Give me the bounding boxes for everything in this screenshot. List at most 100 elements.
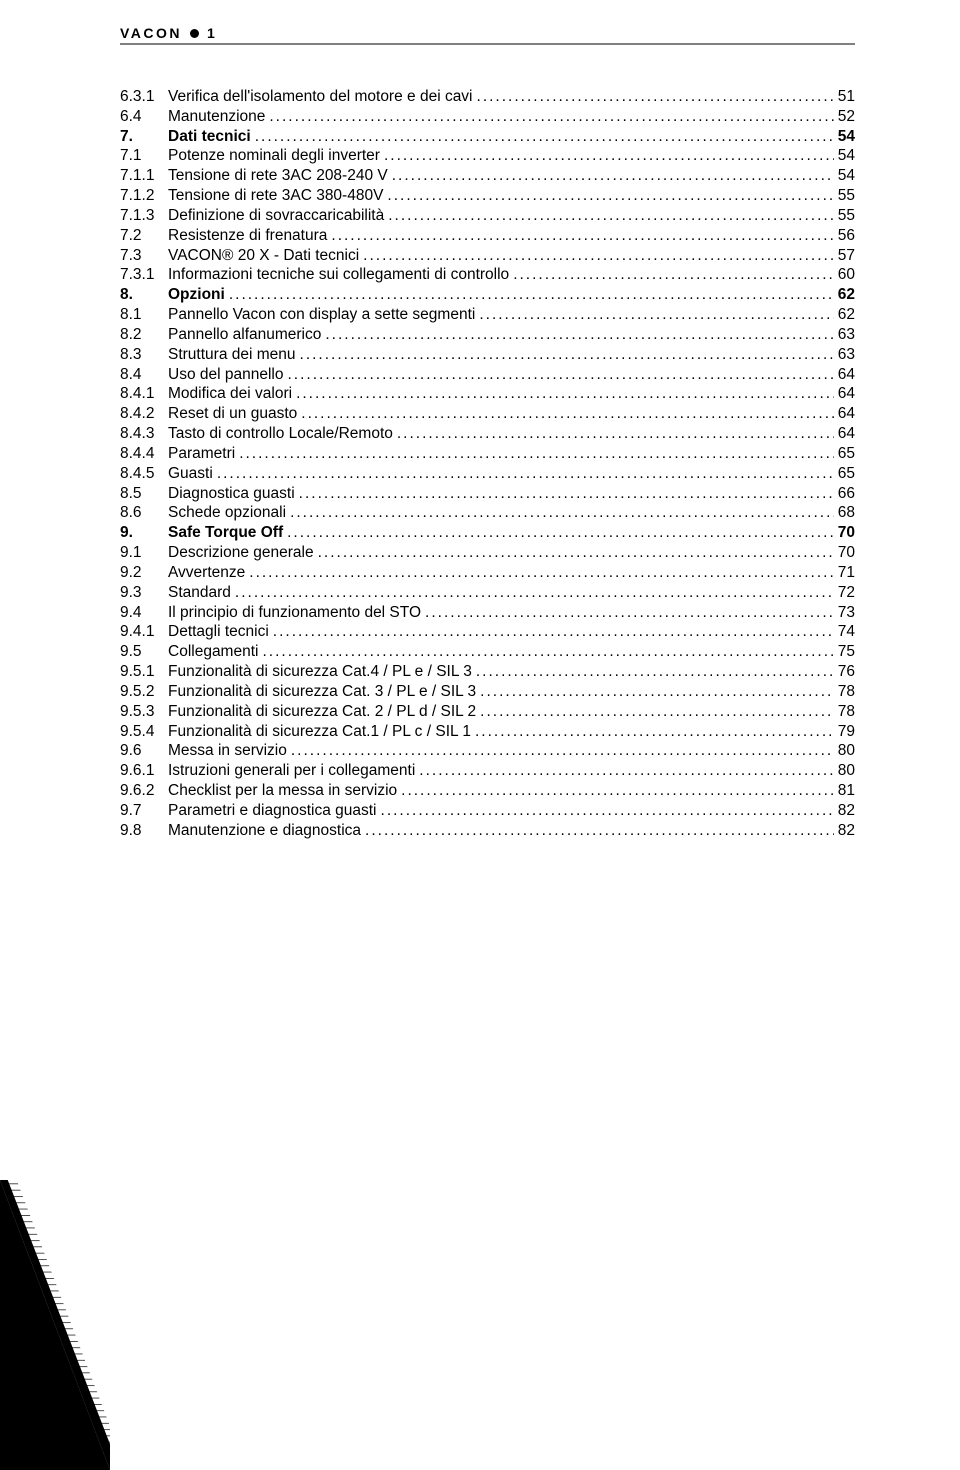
- toc-title: Checklist per la messa in servizio: [168, 781, 397, 801]
- toc-leader-dots: [287, 523, 834, 543]
- toc-number: 7.3: [120, 246, 168, 266]
- toc-page: 80: [838, 741, 855, 761]
- toc-page: 62: [838, 285, 855, 305]
- toc-leader-dots: [262, 642, 833, 662]
- toc-title: Opzioni: [168, 285, 225, 305]
- toc-number: 8.2: [120, 325, 168, 345]
- toc-entry: 9.7Parametri e diagnostica guasti 82: [120, 801, 855, 821]
- toc-page: 66: [838, 484, 855, 504]
- toc-title: Schede opzionali: [168, 503, 286, 523]
- toc-title: Funzionalità di sicurezza Cat.1 / PL c /…: [168, 722, 471, 742]
- toc-number: 9.7: [120, 801, 168, 821]
- toc-leader-dots: [477, 87, 834, 107]
- toc-title: Tensione di rete 3AC 208-240 V: [168, 166, 388, 186]
- toc-entry: 9.5.4Funzionalità di sicurezza Cat.1 / P…: [120, 722, 855, 742]
- toc-title: Parametri: [168, 444, 235, 464]
- toc-entry: 6.4Manutenzione 52: [120, 107, 855, 127]
- toc-leader-dots: [300, 345, 834, 365]
- toc-leader-dots: [397, 424, 834, 444]
- toc-number: 7.: [120, 127, 168, 147]
- toc-leader-dots: [479, 305, 833, 325]
- toc-entry: 7.1.3Definizione di sovraccaricabilità 5…: [120, 206, 855, 226]
- toc-entry: 9.4Il principio di funzionamento del STO…: [120, 603, 855, 623]
- toc-number: 9.5: [120, 642, 168, 662]
- toc-leader-dots: [401, 781, 834, 801]
- toc-entry: 9.1Descrizione generale 70: [120, 543, 855, 563]
- toc-leader-dots: [269, 107, 833, 127]
- toc-page: 82: [838, 821, 855, 841]
- toc-title: Funzionalità di sicurezza Cat. 3 / PL e …: [168, 682, 476, 702]
- toc-title: Definizione di sovraccaricabilità: [168, 206, 384, 226]
- toc-leader-dots: [387, 186, 833, 206]
- toc-leader-dots: [419, 761, 833, 781]
- toc-page: 60: [838, 265, 855, 285]
- toc-number: 9.6: [120, 741, 168, 761]
- toc-page: 65: [838, 444, 855, 464]
- toc-number: 8.5: [120, 484, 168, 504]
- toc-title: Tensione di rete 3AC 380-480V: [168, 186, 383, 206]
- toc-entry: 9.2Avvertenze 71: [120, 563, 855, 583]
- toc-page: 73: [838, 603, 855, 623]
- toc-page: 81: [838, 781, 855, 801]
- toc-number: 9.: [120, 523, 168, 543]
- toc-entry: 8.3Struttura dei menu 63: [120, 345, 855, 365]
- toc-page: 54: [838, 166, 855, 186]
- toc-entry: 7.1.1Tensione di rete 3AC 208-240 V 54: [120, 166, 855, 186]
- toc-number: 9.6.1: [120, 761, 168, 781]
- toc-title: Pannello Vacon con display a sette segme…: [168, 305, 475, 325]
- toc-title: Tasto di controllo Locale/Remoto: [168, 424, 393, 444]
- toc-entry: 9.5Collegamenti 75: [120, 642, 855, 662]
- toc-number: 8.: [120, 285, 168, 305]
- page-content: VACON 1 6.3.1Verifica dell'isolamento de…: [0, 0, 960, 840]
- toc-entry: 9.6Messa in servizio 80: [120, 741, 855, 761]
- toc-title: Parametri e diagnostica guasti: [168, 801, 377, 821]
- toc-entry: 8.2Pannello alfanumerico 63: [120, 325, 855, 345]
- toc-page: 78: [838, 702, 855, 722]
- table-of-contents: 6.3.1Verifica dell'isolamento del motore…: [120, 87, 855, 840]
- toc-entry: 9.6.1Istruzioni generali per i collegame…: [120, 761, 855, 781]
- toc-page: 52: [838, 107, 855, 127]
- toc-page: 64: [838, 365, 855, 385]
- toc-page: 82: [838, 801, 855, 821]
- toc-page: 62: [838, 305, 855, 325]
- toc-page: 75: [838, 642, 855, 662]
- toc-page: 65: [838, 464, 855, 484]
- toc-number: 8.4.1: [120, 384, 168, 404]
- toc-number: 8.1: [120, 305, 168, 325]
- toc-title: Diagnostica guasti: [168, 484, 295, 504]
- toc-leader-dots: [425, 603, 834, 623]
- toc-number: 9.5.2: [120, 682, 168, 702]
- toc-page: 54: [838, 146, 855, 166]
- toc-entry: 9.6.2Checklist per la messa in servizio …: [120, 781, 855, 801]
- toc-page: 54: [838, 127, 855, 147]
- toc-page: 80: [838, 761, 855, 781]
- toc-number: 7.1.3: [120, 206, 168, 226]
- toc-entry: 8.4.4Parametri 65: [120, 444, 855, 464]
- toc-entry: 7.1Potenze nominali degli inverter 54: [120, 146, 855, 166]
- toc-number: 8.4.4: [120, 444, 168, 464]
- toc-number: 8.4.2: [120, 404, 168, 424]
- toc-leader-dots: [365, 821, 834, 841]
- toc-title: Modifica dei valori: [168, 384, 292, 404]
- toc-page: 64: [838, 424, 855, 444]
- toc-entry: 8.5Diagnostica guasti 66: [120, 484, 855, 504]
- toc-entry: 9.4.1Dettagli tecnici 74: [120, 622, 855, 642]
- toc-number: 9.5.4: [120, 722, 168, 742]
- toc-number: 8.3: [120, 345, 168, 365]
- toc-number: 9.5.1: [120, 662, 168, 682]
- toc-number: 9.2: [120, 563, 168, 583]
- bullet-icon: [190, 29, 199, 38]
- toc-entry: 8.1Pannello Vacon con display a sette se…: [120, 305, 855, 325]
- toc-page: 79: [838, 722, 855, 742]
- toc-number: 7.2: [120, 226, 168, 246]
- page-number: 1: [207, 25, 217, 41]
- toc-leader-dots: [290, 503, 834, 523]
- toc-leader-dots: [239, 444, 834, 464]
- toc-leader-dots: [249, 563, 833, 583]
- toc-leader-dots: [296, 384, 834, 404]
- toc-title: Dettagli tecnici: [168, 622, 269, 642]
- toc-entry: 9.5.3Funzionalità di sicurezza Cat. 2 / …: [120, 702, 855, 722]
- toc-number: 9.4.1: [120, 622, 168, 642]
- toc-title: Il principio di funzionamento del STO: [168, 603, 421, 623]
- toc-title: Collegamenti: [168, 642, 258, 662]
